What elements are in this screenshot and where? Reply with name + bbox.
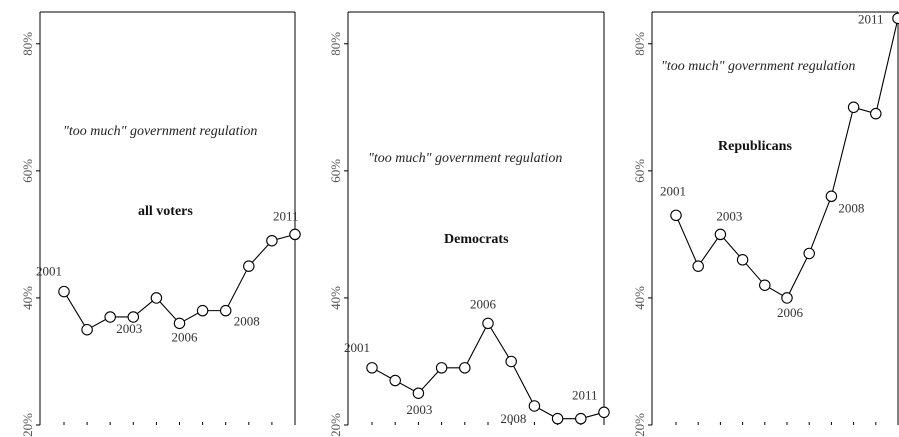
point-year-label: 2001 bbox=[36, 264, 62, 279]
y-tick-label: 20% bbox=[328, 413, 343, 437]
data-point bbox=[389, 374, 401, 387]
group-label: all voters bbox=[138, 204, 193, 219]
data-point bbox=[505, 355, 517, 368]
data-point bbox=[412, 387, 425, 399]
point-year-label: 2008 bbox=[234, 314, 260, 329]
panel-all-voters: 20% 40% 60% 80% "too much" government regula… bbox=[20, 11, 301, 437]
data-point bbox=[847, 101, 860, 114]
group-label: Republicans bbox=[718, 139, 792, 154]
group-label: Democrats bbox=[444, 232, 509, 247]
data-point bbox=[482, 317, 494, 330]
data-point bbox=[575, 412, 587, 425]
y-tick-label: 40% bbox=[328, 286, 343, 310]
y-tick-label: 40% bbox=[632, 286, 647, 310]
chart-annotation: "too much" government regulation bbox=[368, 151, 562, 166]
data-point bbox=[892, 12, 899, 25]
data-point bbox=[219, 304, 232, 317]
y-tick-label: 80% bbox=[20, 32, 35, 56]
data-point bbox=[803, 247, 815, 260]
chart-annotation: "too much" government regulation bbox=[63, 124, 257, 139]
y-tick-label: 40% bbox=[20, 286, 35, 310]
panel-republicans: 20% 40% 60% 80% "too much" government regula… bbox=[632, 11, 899, 437]
data-point bbox=[459, 362, 471, 374]
y-tick-label: 60% bbox=[632, 159, 647, 183]
data-point bbox=[104, 311, 116, 323]
data-point bbox=[759, 279, 771, 291]
data-point bbox=[266, 234, 278, 247]
point-year-label: 2011 bbox=[273, 208, 299, 223]
point-year-label: 2006 bbox=[777, 305, 804, 320]
data-point bbox=[127, 311, 140, 323]
data-point bbox=[289, 228, 301, 241]
data-point bbox=[692, 260, 704, 272]
point-year-label: 2001 bbox=[344, 340, 370, 355]
panel-democrats: 20% 40% 60% 80% "too much" government regula… bbox=[328, 11, 610, 437]
data-point bbox=[714, 228, 727, 241]
y-tick-label: 20% bbox=[632, 413, 647, 437]
data-point bbox=[551, 412, 564, 425]
point-year-label: 2003 bbox=[406, 402, 432, 417]
data-point bbox=[435, 362, 448, 374]
data-point bbox=[781, 292, 793, 304]
series-line bbox=[63, 233, 296, 331]
y-tick-label: 60% bbox=[328, 159, 343, 183]
y-tick-label: 80% bbox=[632, 32, 647, 56]
y-tick-label: 60% bbox=[20, 159, 35, 183]
data-point bbox=[670, 209, 682, 222]
point-year-label: 2008 bbox=[838, 200, 864, 215]
data-point bbox=[58, 285, 70, 298]
point-year-label: 2006 bbox=[172, 329, 199, 344]
y-tick-label: 80% bbox=[328, 32, 343, 56]
data-point bbox=[736, 254, 749, 266]
data-point bbox=[173, 317, 186, 330]
data-point bbox=[366, 362, 378, 374]
data-point bbox=[81, 323, 93, 336]
data-point bbox=[825, 190, 838, 203]
data-point bbox=[870, 107, 882, 120]
data-point bbox=[243, 260, 255, 272]
point-year-label: 2008 bbox=[500, 411, 526, 426]
data-point bbox=[196, 304, 209, 317]
point-year-label: 2003 bbox=[716, 208, 742, 223]
data-point bbox=[598, 406, 610, 419]
point-year-label: 2001 bbox=[660, 183, 686, 198]
y-tick-label: 20% bbox=[20, 413, 35, 437]
point-year-label: 2003 bbox=[116, 321, 142, 336]
chart-annotation: "too much" government regulation bbox=[661, 59, 855, 74]
data-point bbox=[150, 292, 163, 304]
point-year-label: 2006 bbox=[470, 296, 497, 311]
point-year-label: 2011 bbox=[572, 387, 598, 402]
point-year-label: 2011 bbox=[858, 11, 884, 26]
data-point bbox=[528, 400, 541, 412]
